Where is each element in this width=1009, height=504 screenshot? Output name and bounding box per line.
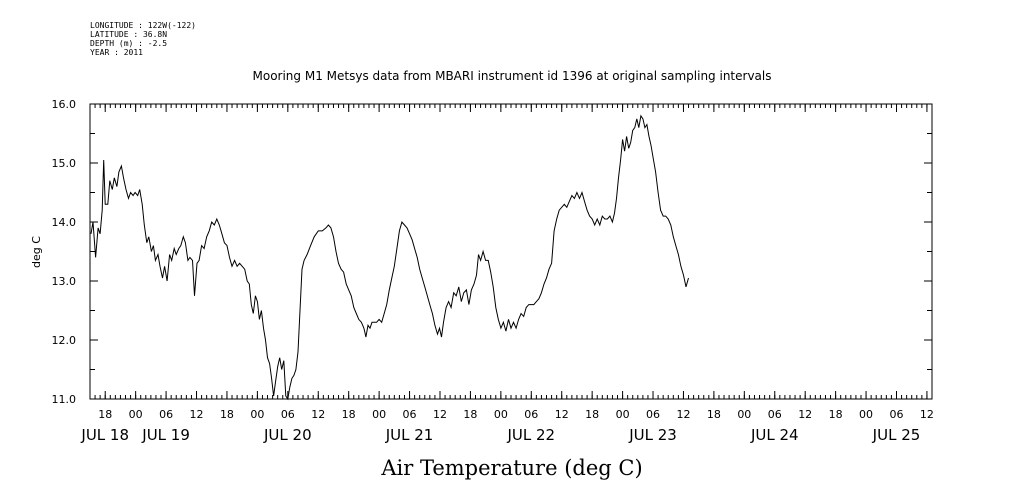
latitude-text: LATITUDE : 36.8N [90, 30, 168, 39]
depth-text: DEPTH (m) : -2.5 [90, 39, 168, 48]
x-hour-tick-label: 12 [798, 408, 812, 421]
x-day-label: JUL 23 [628, 426, 677, 444]
axes: 18 00 06 12 18 00 06 12 18 00 06 12 18 00 06 12 18 00 06 12… [52, 98, 934, 444]
x-day-label: JUL 22 [506, 426, 555, 444]
y-tick-label: 16.0 [52, 98, 77, 111]
x-day-label: JUL 20 [263, 426, 312, 444]
y-tick-label: 13.0 [52, 275, 77, 288]
x-day-label: JUL 19 [141, 426, 190, 444]
x-day-label: JUL 24 [750, 426, 799, 444]
x-day-label: JUL 18 [80, 426, 129, 444]
x-hour-tick-label: 00 [250, 408, 264, 421]
x-hour-tick-label: 00 [859, 408, 873, 421]
y-axis-label: deg C [30, 236, 43, 268]
y-tick-label: 14.0 [52, 216, 77, 229]
y-tick-label: 12.0 [52, 334, 77, 347]
chart-title: Mooring M1 Metsys data from MBARI instru… [253, 69, 772, 83]
x-hour-tick-label: 18 [463, 408, 477, 421]
x-hour-tick-label: 18 [585, 408, 599, 421]
x-hour-tick-label: 12 [920, 408, 934, 421]
x-hour-tick-label: 00 [616, 408, 630, 421]
plot-frame [89, 103, 933, 400]
longitude-text: LONGITUDE : 122W(-122) [90, 21, 196, 30]
x-hour-tick-label: 00 [737, 408, 751, 421]
x-hour-tick-label: 12 [433, 408, 447, 421]
location-metadata: LONGITUDE : 122W(-122) LATITUDE : 36.8N … [90, 21, 196, 57]
x-hour-tick-label: 18 [220, 408, 234, 421]
x-hour-tick-label: 18 [829, 408, 843, 421]
x-hour-tick-label: 00 [129, 408, 143, 421]
y-tick-label: 11.0 [52, 393, 77, 406]
year-text: YEAR : 2011 [90, 48, 143, 57]
x-hour-tick-label: 18 [342, 408, 356, 421]
x-hour-tick-label: 12 [311, 408, 325, 421]
x-axis-label: Air Temperature (deg C) [380, 456, 642, 480]
x-hour-tick-label: 06 [524, 408, 538, 421]
x-hour-tick-label: 18 [707, 408, 721, 421]
x-day-label: JUL 25 [872, 426, 921, 444]
x-hour-tick-label: 12 [190, 408, 204, 421]
x-hour-tick-label: 00 [372, 408, 386, 421]
x-hour-tick-label: 06 [281, 408, 295, 421]
x-hour-tick-label: 12 [555, 408, 569, 421]
x-hour-tick-label: 06 [403, 408, 417, 421]
x-hour-tick-label: 06 [889, 408, 903, 421]
x-hour-tick-label: 00 [494, 408, 508, 421]
x-hour-tick-label: 06 [768, 408, 782, 421]
x-hour-tick-label: 12 [676, 408, 690, 421]
x-day-label: JUL 21 [385, 426, 434, 444]
x-hour-tick-label: 06 [159, 408, 173, 421]
y-tick-label: 15.0 [52, 157, 77, 170]
x-hour-tick-label: 06 [646, 408, 660, 421]
x-hour-tick-label: 18 [98, 408, 112, 421]
temperature-series-line [90, 114, 689, 401]
